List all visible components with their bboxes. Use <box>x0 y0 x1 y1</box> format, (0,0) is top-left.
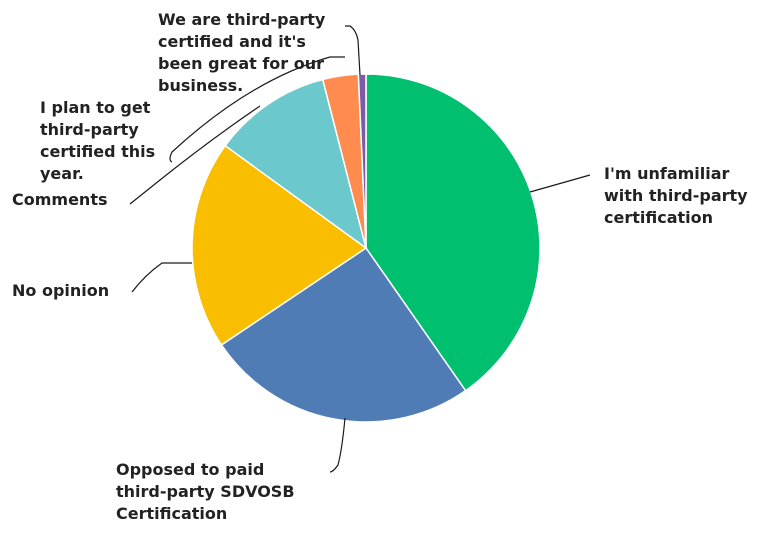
slice-label-line: certified and it's <box>158 32 306 51</box>
slice-label-line: been great for our <box>158 54 324 73</box>
leader-line-1 <box>529 174 591 193</box>
pie-slice-2 <box>220 246 467 423</box>
leader-line-5 <box>169 56 345 163</box>
slice-label-line: third-party SDVOSB <box>116 482 295 501</box>
pie-slice-4 <box>224 78 368 250</box>
leader-line-2 <box>329 417 346 473</box>
slice-label-line: business. <box>158 76 243 95</box>
slice-label-6: We are third-party certified and it's been… <box>158 10 326 95</box>
slice-label-2: Opposed to paid third-party SDVOSB Certifi… <box>116 460 295 523</box>
slice-label-line: third-party <box>40 120 139 139</box>
slice-label-line: I plan to get <box>40 98 151 117</box>
slice-label-line: year. <box>40 164 84 183</box>
leader-line-6 <box>345 25 361 76</box>
slice-label-line: with third-party <box>604 186 748 205</box>
slice-label-line: No opinion <box>12 281 109 300</box>
slice-label-line: Comments <box>12 190 108 209</box>
slice-label-3: No opinion <box>12 281 109 300</box>
slice-label-line: certified this <box>40 142 155 161</box>
slice-label-line: Certification <box>116 504 227 523</box>
slice-label-5: I plan to get third-party certified this ye… <box>40 98 155 183</box>
slice-label-line: certification <box>604 208 713 227</box>
slice-label-line: We are third-party <box>158 10 326 29</box>
leader-line-4 <box>129 105 261 205</box>
pie-slice-1 <box>365 73 541 392</box>
slice-label-1: I'm unfamiliar with third-party certificat… <box>604 164 748 227</box>
pie-slice-3 <box>191 144 368 346</box>
slice-label-line: Opposed to paid <box>116 460 264 479</box>
slice-label-4: Comments <box>12 190 108 209</box>
pie-slice-6 <box>357 73 367 249</box>
slice-label-line: I'm unfamiliar <box>604 164 730 183</box>
leader-line-3 <box>131 262 192 293</box>
